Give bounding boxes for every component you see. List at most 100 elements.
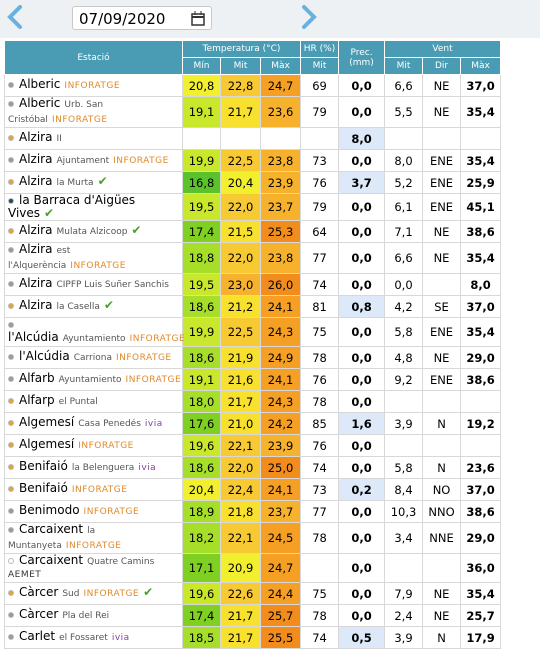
value-cell: 36,0 bbox=[460, 553, 502, 583]
station-name: l'Alcúdia bbox=[19, 349, 70, 363]
status-dot bbox=[8, 419, 14, 426]
value-cell: 0,0 bbox=[338, 368, 386, 391]
value-cell: NE bbox=[422, 242, 462, 274]
value-cell bbox=[300, 127, 340, 150]
value-cell: SE bbox=[422, 295, 462, 318]
value-cell: 21,7 bbox=[220, 390, 261, 413]
value-cell: NE bbox=[422, 74, 462, 97]
col-header: Estació bbox=[4, 40, 183, 75]
station-row: Benifaió INFORATGE 20,4 22,4 24,1 73 0,2 8,4 NO 3… bbox=[4, 478, 502, 501]
value-cell: NNE bbox=[422, 522, 462, 554]
station-location: Mulata Alzicoop bbox=[56, 227, 128, 237]
value-cell bbox=[422, 127, 462, 150]
value-cell: 75 bbox=[300, 317, 340, 347]
verified-icon: ✔ bbox=[97, 174, 108, 188]
source-tag: INFORATGE bbox=[83, 589, 140, 599]
value-cell: 23,9 bbox=[259, 434, 302, 457]
value-cell: 8,4 bbox=[384, 478, 424, 501]
value-cell: 21,7 bbox=[220, 604, 261, 627]
sub-header: Mit bbox=[300, 57, 340, 75]
value-cell: 0,2 bbox=[338, 478, 386, 501]
station-cell: Benifaió la Belenguera ivia bbox=[4, 456, 183, 479]
value-cell: 21,0 bbox=[220, 412, 261, 435]
value-cell: 17,4 bbox=[182, 604, 221, 627]
value-cell: 24,3 bbox=[259, 390, 302, 413]
station-row: Alberic INFORATGE 20,8 22,8 24,7 69 0,0 6,6 NE 37… bbox=[4, 74, 502, 97]
status-dot bbox=[8, 321, 14, 328]
sub-header: Mit bbox=[220, 57, 261, 75]
value-cell: 24,7 bbox=[259, 74, 302, 97]
status-dot bbox=[8, 353, 14, 360]
station-row: Alzira la Casella ✔ 18,6 21,2 24,1 81 0,8 4,2 SE 3… bbox=[4, 295, 502, 318]
source-tag: ivia bbox=[144, 419, 163, 429]
value-cell: 7,1 bbox=[384, 220, 424, 243]
status-dot bbox=[8, 156, 14, 163]
value-cell: 23,8 bbox=[259, 242, 302, 274]
value-cell: 73 bbox=[300, 478, 340, 501]
value-cell: 18,6 bbox=[182, 295, 221, 318]
station-name: Algemesí bbox=[19, 437, 75, 451]
source-tag: ivia bbox=[111, 633, 130, 643]
value-cell: 0,0 bbox=[338, 220, 386, 243]
value-cell: ENE bbox=[422, 368, 462, 391]
station-row: Alzira est l'Alquerència INFORATGE 18,8 22,0… bbox=[4, 242, 502, 274]
station-row: Alfarp el Puntal 18,0 21,7 24,3 78 0,0 bbox=[4, 390, 502, 413]
value-cell: 76 bbox=[300, 368, 340, 391]
col-header: Vent bbox=[384, 40, 502, 58]
station-location: Ayuntamiento bbox=[58, 375, 122, 385]
calendar-icon[interactable] bbox=[191, 11, 205, 26]
value-cell: 25,5 bbox=[259, 626, 302, 649]
value-cell: 23,0 bbox=[220, 273, 261, 296]
station-name: Carcaixent bbox=[19, 553, 84, 567]
station-location: Carriona bbox=[73, 353, 112, 363]
source-tag: AEMET bbox=[8, 570, 42, 580]
station-cell: Alzira la Casella ✔ bbox=[4, 295, 183, 318]
source-tag: INFORATGE bbox=[64, 81, 121, 91]
value-cell: 0,0 bbox=[338, 390, 386, 413]
station-row: l'Alcúdia Ayuntamiento INFORATGE 19,9 22,5 24… bbox=[4, 317, 502, 347]
value-cell: 38,6 bbox=[460, 368, 502, 391]
status-dot bbox=[8, 526, 14, 533]
value-cell: 29,0 bbox=[460, 522, 502, 554]
station-row: Carcaixent Quatre Camins AEMET 17,1 20,9 24,7… bbox=[4, 553, 502, 583]
station-name: Alfarp bbox=[19, 393, 55, 407]
value-cell: 21,7 bbox=[220, 626, 261, 649]
verified-icon: ✔ bbox=[143, 585, 154, 599]
value-cell: 22,4 bbox=[220, 478, 261, 501]
value-cell: 6,6 bbox=[384, 242, 424, 274]
value-cell: 23,7 bbox=[259, 500, 302, 523]
value-cell: NE bbox=[422, 604, 462, 627]
station-cell: Alfarp el Puntal bbox=[4, 390, 183, 413]
station-name: Alzira bbox=[19, 298, 53, 312]
station-cell: Alberic INFORATGE bbox=[4, 74, 183, 97]
value-cell: 22,1 bbox=[220, 522, 261, 554]
station-location: el Fossaret bbox=[59, 633, 108, 643]
value-cell: 19,2 bbox=[460, 412, 502, 435]
status-dot bbox=[8, 463, 14, 470]
value-cell: 0,0 bbox=[338, 604, 386, 627]
prev-day-button[interactable] bbox=[4, 4, 26, 30]
station-name: Alfarb bbox=[19, 371, 55, 385]
value-cell: 3,9 bbox=[384, 626, 424, 649]
station-name: Alzira bbox=[19, 223, 53, 237]
value-cell: 77 bbox=[300, 242, 340, 274]
value-cell: ENE bbox=[422, 171, 462, 194]
station-name: l'Alcúdia bbox=[8, 330, 59, 344]
date-input[interactable]: 07/09/2020 bbox=[72, 6, 212, 30]
sub-header: Màx bbox=[259, 57, 302, 75]
value-cell: 0,0 bbox=[338, 96, 386, 128]
value-cell: 23,9 bbox=[259, 171, 302, 194]
value-cell: 21,5 bbox=[220, 220, 261, 243]
verified-icon: ✔ bbox=[44, 206, 55, 220]
station-row: Càrcer Sud INFORATGE ✔ 19,6 22,6 24,4 75 0,0 7,9 N… bbox=[4, 582, 502, 605]
next-day-button[interactable] bbox=[298, 4, 320, 30]
value-cell bbox=[300, 553, 340, 583]
station-name: Alberic bbox=[19, 96, 61, 110]
status-dot bbox=[8, 197, 14, 204]
value-cell: 35,4 bbox=[460, 96, 502, 128]
value-cell: 8,0 bbox=[338, 127, 386, 150]
value-cell: ENE bbox=[422, 317, 462, 347]
value-cell: 0,0 bbox=[338, 242, 386, 274]
value-cell: NO bbox=[422, 478, 462, 501]
